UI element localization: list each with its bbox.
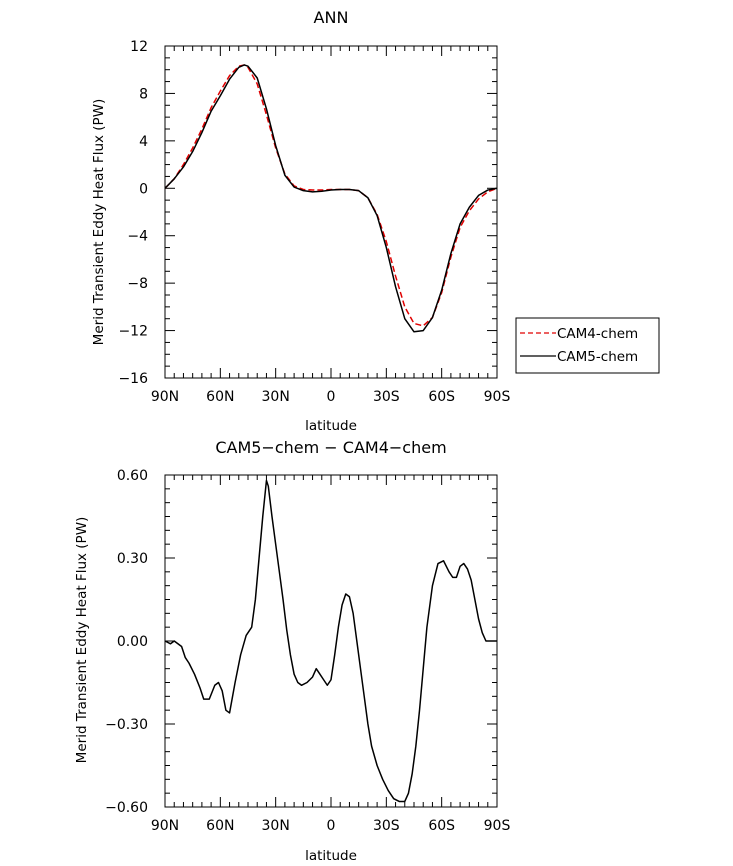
bottom-x-tick-label: 30S <box>373 818 400 834</box>
bottom-y-tick-label: −0.60 <box>105 800 148 816</box>
legend-box <box>515 317 660 374</box>
bottom-chart-title: CAM5−chem − CAM4−chem <box>215 438 446 457</box>
bottom-chart-plot-frame <box>164 474 498 808</box>
bottom-x-tick-label: 0 <box>327 818 336 834</box>
bottom-y-tick-label: 0.00 <box>117 634 148 650</box>
top-x-tick-label: 60N <box>206 389 234 405</box>
top-x-tick-label: 60S <box>428 389 455 405</box>
top-x-tick-label: 30S <box>373 389 400 405</box>
bottom-chart-x-axis-label: latitude <box>305 848 357 864</box>
bottom-x-tick-label: 30N <box>262 818 290 834</box>
top-chart-y-axis-label: Merid Transient Eddy Heat Flux (PW) <box>91 99 107 346</box>
top-x-tick-label: 90S <box>484 389 511 405</box>
bottom-x-tick-label: 90S <box>484 818 511 834</box>
bottom-x-tick-label: 60N <box>206 818 234 834</box>
top-y-tick-label: −4 <box>127 229 148 245</box>
top-chart-panel: ANN Merid Transient Eddy Heat Flux (PW) … <box>91 8 660 434</box>
bottom-y-tick-label: −0.30 <box>105 717 148 733</box>
bottom-chart-y-axis-label: Merid Transient Eddy Heat Flux (PW) <box>74 517 90 764</box>
bottom-y-tick-label: 0.30 <box>117 551 148 567</box>
top-y-tick-label: 12 <box>130 39 148 55</box>
bottom-y-tick-label: 0.60 <box>117 468 148 484</box>
top-y-tick-label: −16 <box>118 371 148 387</box>
top-y-tick-label: 4 <box>139 134 148 150</box>
top-chart-x-axis-label: latitude <box>305 418 357 434</box>
bottom-x-tick-label: 90N <box>151 818 179 834</box>
top-y-tick-label: −12 <box>118 324 148 340</box>
bottom-chart-panel: CAM5−chem − CAM4−chem Merid Transient Ed… <box>74 438 510 864</box>
top-chart-title: ANN <box>314 8 349 27</box>
legend: CAM4-chem CAM5-chem <box>515 317 660 374</box>
top-y-tick-label: 0 <box>139 181 148 197</box>
top-chart-plot-frame <box>164 45 498 379</box>
legend-label-cam5: CAM5-chem <box>557 349 638 365</box>
top-x-tick-label: 90N <box>151 389 179 405</box>
top-x-tick-label: 0 <box>327 389 336 405</box>
bottom-x-tick-label: 60S <box>428 818 455 834</box>
top-series-line-cam4-chem <box>164 64 498 327</box>
bottom-series-line-difference <box>164 479 497 803</box>
legend-label-cam4: CAM4-chem <box>557 326 638 342</box>
top-series-line-cam5-chem <box>164 64 498 333</box>
top-y-tick-label: 8 <box>139 86 148 102</box>
top-x-tick-label: 30N <box>262 389 290 405</box>
top-y-tick-label: −8 <box>127 276 148 292</box>
